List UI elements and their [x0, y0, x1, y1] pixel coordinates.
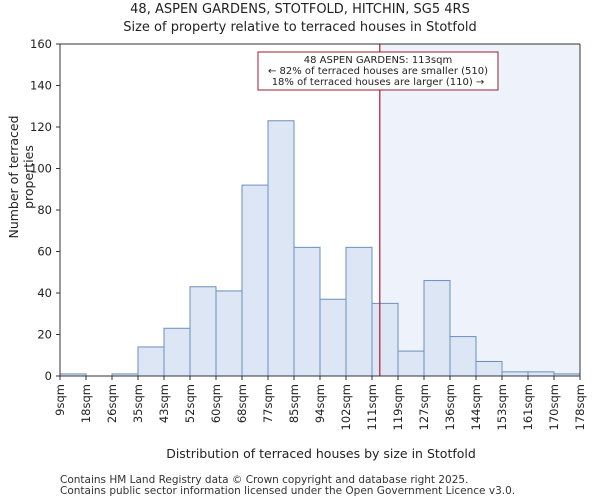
- x-tick-label: 26sqm: [105, 384, 119, 423]
- histogram-bar: [241, 184, 269, 377]
- histogram-bar: [189, 286, 217, 377]
- x-tick-label: 85sqm: [287, 384, 301, 423]
- y-axis-label: Number of terraced properties: [6, 115, 36, 239]
- x-tick-label: 136sqm: [443, 384, 457, 430]
- chart-title: 48, ASPEN GARDENS, STOTFOLD, HITCHIN, SG…: [130, 2, 470, 17]
- y-tick-label: 160: [30, 37, 52, 51]
- histogram-bar: [371, 302, 399, 377]
- x-tick-label: 94sqm: [313, 384, 327, 423]
- x-tick-label: 52sqm: [183, 384, 197, 423]
- x-tick-label: 18sqm: [79, 384, 93, 423]
- larger-region-highlight: [379, 44, 580, 376]
- x-tick-label: 77sqm: [261, 384, 275, 423]
- x-tick-label: 60sqm: [209, 384, 223, 423]
- annotation-box: [257, 51, 499, 91]
- y-tick-label: 40: [37, 286, 52, 300]
- histogram-bar: [267, 120, 295, 377]
- x-tick-label: 144sqm: [469, 384, 483, 430]
- x-axis-label: Distribution of terraced houses by size …: [166, 446, 476, 461]
- histogram-bar: [475, 360, 503, 377]
- x-tick-label: 102sqm: [339, 384, 353, 430]
- x-tick-label: 170sqm: [547, 384, 561, 430]
- histogram-bar: [293, 246, 321, 377]
- footer-copyright: Contains HM Land Registry data © Crown c…: [60, 474, 469, 486]
- x-tick-label: 178sqm: [573, 384, 587, 430]
- x-tick-label: 153sqm: [495, 384, 509, 430]
- x-tick-label: 161sqm: [521, 384, 535, 430]
- y-tick-label: 60: [37, 245, 52, 259]
- y-tick-label: 20: [37, 328, 52, 342]
- y-tick-label: 0: [45, 369, 52, 383]
- histogram-bar: [449, 336, 477, 377]
- x-tick-label: 127sqm: [417, 384, 431, 430]
- annotation-line1: 48 ASPEN GARDENS: 113sqm: [304, 55, 452, 66]
- histogram-bar: [319, 298, 347, 377]
- histogram-bar: [215, 290, 243, 377]
- y-tick-label: 120: [30, 120, 52, 134]
- annotation-line3: 18% of terraced houses are larger (110) …: [272, 77, 485, 88]
- annotation-line2: ← 82% of terraced houses are smaller (51…: [268, 66, 488, 77]
- histogram-bar: [137, 346, 165, 377]
- histogram-bar: [345, 246, 373, 377]
- histogram-bar: [163, 327, 191, 377]
- y-tick-label: 80: [37, 203, 52, 217]
- y-tick-label: 140: [30, 79, 52, 93]
- x-tick-label: 119sqm: [391, 384, 405, 430]
- x-tick-label: 35sqm: [131, 384, 145, 423]
- footer-licence: Contains public sector information licen…: [60, 485, 516, 497]
- y-tick-label: 100: [30, 162, 52, 176]
- histogram-bar: [423, 280, 451, 377]
- x-tick-label: 9sqm: [53, 384, 67, 416]
- histogram-bar: [501, 371, 529, 377]
- histogram-bar: [527, 371, 555, 377]
- x-tick-label: 68sqm: [235, 384, 249, 423]
- chart-subtitle: Size of property relative to terraced ho…: [123, 20, 477, 35]
- histogram-bar: [397, 350, 425, 377]
- x-tick-label: 43sqm: [157, 384, 171, 423]
- x-tick-label: 111sqm: [365, 384, 379, 430]
